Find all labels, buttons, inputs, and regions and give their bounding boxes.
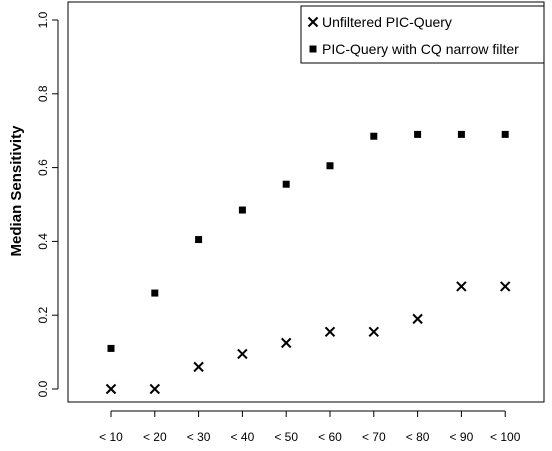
legend-marker-cross [307, 16, 319, 28]
cross-stroke [307, 16, 319, 28]
plot-frame [67, 1, 545, 403]
x-tick-label: < 70 [362, 430, 386, 444]
cross-stroke [149, 383, 161, 395]
point-cross [149, 383, 161, 395]
y-tick-label: 0.4 [36, 233, 50, 250]
point-square [238, 206, 246, 214]
point-square [282, 180, 290, 188]
cross-stroke [237, 348, 248, 360]
y-axis: 0.0 0.2 0.4 0.6 0.8 1.0 [36, 11, 59, 397]
point-cross [237, 348, 248, 360]
point-square [414, 130, 422, 138]
y-tick-label: 0.6 [36, 159, 50, 176]
legend-square [309, 45, 317, 53]
y-tick-label: 0.2 [36, 307, 50, 324]
point-square [151, 289, 159, 297]
point-square [370, 132, 378, 140]
legend-marker-square [309, 45, 317, 53]
point-square [195, 236, 203, 244]
point-cross [105, 383, 117, 395]
x-tick-label: < 50 [274, 430, 298, 444]
point-cross [499, 281, 511, 292]
x-tick-label: < 80 [406, 430, 430, 444]
point-cross [280, 337, 292, 349]
legend-entry-unfiltered: Unfiltered PIC-Query [322, 14, 452, 30]
series-layer [105, 130, 511, 395]
y-tick-label: 0.8 [36, 85, 50, 102]
series-unfiltered [105, 281, 511, 395]
cross-stroke [456, 281, 467, 292]
x-tick-label: < 40 [231, 430, 255, 444]
x-tick-label: < 30 [187, 430, 211, 444]
point-cross [368, 326, 380, 338]
x-tick-label: < 90 [450, 430, 474, 444]
point-square [107, 344, 115, 352]
cross-stroke [324, 326, 336, 338]
cross-stroke [499, 281, 511, 292]
x-tick-label: < 60 [318, 430, 342, 444]
point-cross [324, 326, 336, 338]
series-cq-filtered [107, 130, 509, 352]
cross-stroke [105, 383, 117, 395]
point-square [457, 130, 465, 138]
cross-stroke [280, 337, 292, 349]
y-tick-label: 0.0 [36, 380, 50, 397]
x-tick-label: < 20 [143, 430, 167, 444]
point-cross [193, 361, 204, 373]
point-cross [412, 313, 423, 325]
point-cross [456, 281, 467, 292]
legend-entry-filtered: PIC-Query with CQ narrow filter [322, 41, 519, 57]
x-tick-label: < 100 [490, 430, 521, 444]
cross-stroke [193, 361, 204, 373]
legend-cross [307, 16, 319, 28]
point-square [326, 162, 334, 170]
y-tick-label: 1.0 [36, 11, 50, 28]
x-tick-label: < 10 [99, 430, 123, 444]
cross-stroke [368, 326, 380, 338]
x-axis: < 10 < 20 < 30 < 40 < 50 < 60 < 70 < 80 < 90 < 10… [99, 410, 521, 444]
point-square [501, 130, 509, 138]
y-axis-label: Median Sensitivity [8, 125, 25, 257]
legend: Unfiltered PIC-Query PIC-Query with CQ n… [300, 5, 545, 64]
cross-stroke [412, 313, 423, 325]
legend-box [300, 5, 545, 64]
